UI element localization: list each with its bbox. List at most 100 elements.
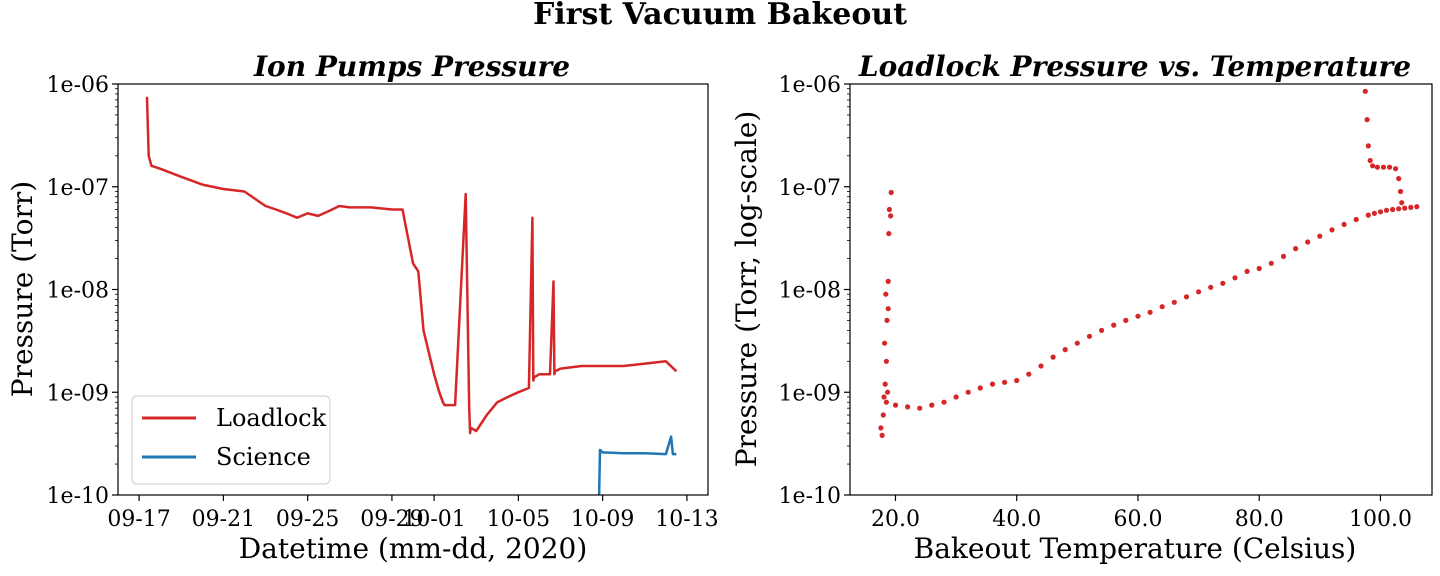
scatter-point (989, 381, 996, 387)
scatter-point (1135, 313, 1141, 319)
scatter-point (1399, 200, 1405, 206)
scatter-point (1208, 284, 1214, 290)
x-tick-label: 10-09 (571, 507, 634, 532)
x-tick-label: 09-21 (192, 507, 255, 532)
scatter-point (1408, 204, 1414, 210)
scatter-point (1371, 210, 1377, 216)
scatter-point (882, 381, 888, 387)
scatter-point (1014, 377, 1020, 384)
scatter-point (953, 394, 959, 400)
scatter-point (1244, 268, 1250, 274)
x-axis-label: Datetime (mm-dd, 2020) (239, 532, 588, 565)
scatter-point (1370, 163, 1376, 169)
x-tick-label: 10-01 (402, 507, 465, 532)
scatter-point (1393, 166, 1399, 172)
axes-frame (849, 83, 1433, 496)
scatter-point (965, 389, 971, 395)
y-tick-label: 1e-07 (779, 176, 841, 201)
scatter-point (1086, 333, 1093, 339)
scatter-point (885, 306, 891, 312)
legend-label-science: Science (216, 443, 311, 471)
scatter-point (917, 405, 923, 411)
scatter-point (1220, 280, 1226, 286)
scatter-point (884, 317, 890, 323)
y-tick-label: 1e-09 (779, 381, 841, 406)
scatter-point (1159, 304, 1165, 310)
scatter-point (1364, 117, 1370, 123)
scatter-point (1038, 363, 1044, 369)
series-line-science (597, 435, 677, 496)
y-tick-label: 1e-08 (779, 279, 841, 304)
scatter-point (1256, 265, 1262, 272)
y-tick-label: 1e-08 (47, 279, 109, 304)
scatter-point (1365, 212, 1371, 218)
x-tick-label: 10-13 (655, 507, 718, 532)
scatter-point (886, 206, 893, 213)
scatter-point (1293, 246, 1299, 252)
x-ticks: 20.0 40.0 60.0 80.0 100.0 (871, 495, 1412, 532)
y-tick-label: 1e-06 (47, 73, 109, 98)
x-tick-label: 09-29 (360, 507, 423, 532)
scatter-point (1329, 227, 1335, 233)
x-tick-label: 40.0 (992, 507, 1041, 532)
scatter-point (1062, 347, 1068, 353)
plot-area (878, 88, 1420, 438)
scatter-point (881, 394, 887, 400)
scatter-point (1183, 294, 1190, 300)
y-tick-label: 1e-06 (779, 73, 841, 98)
x-tick-label: 09-17 (107, 507, 170, 532)
y-ticks: 1e-06 1e-07 1e-08 1e-09 1e-10 (779, 73, 850, 509)
scatter-point (1123, 317, 1129, 323)
scatter-point (1232, 275, 1238, 281)
series-line-loadlock (145, 96, 678, 435)
ion-pumps-pressure-chart: Ion Pumps Pressure 1e-061e-071e-081e-091… (6, 50, 719, 565)
scatter-point (888, 213, 894, 219)
scatter-point (885, 278, 891, 284)
scatter-point (1402, 205, 1408, 211)
figure-suptitle: First Vacuum Bakeout (533, 0, 907, 32)
scatter-point (941, 399, 947, 405)
scatter-point (1317, 233, 1323, 239)
scatter-point (1353, 216, 1359, 223)
scatter-point (1362, 88, 1368, 94)
scatter-point (1074, 340, 1080, 346)
scatter-point (1026, 371, 1032, 377)
scatter-point (1147, 309, 1153, 315)
scatter-point (1387, 164, 1393, 170)
scatter-point (882, 340, 888, 346)
scatter-point (1280, 253, 1287, 259)
x-tick-label: 100.0 (1349, 507, 1412, 532)
scatter-point (883, 358, 890, 364)
scatter-point (879, 432, 885, 438)
scatter-point (1396, 176, 1402, 182)
legend-label-loadlock: Loadlock (216, 404, 327, 432)
scatter-point (883, 399, 890, 405)
scatter-point (1390, 206, 1396, 213)
chart-title: Ion Pumps Pressure (253, 50, 570, 83)
scatter-point (977, 385, 983, 391)
scatter-point (892, 402, 899, 408)
scatter-point (1196, 289, 1202, 295)
scatter-point (1377, 209, 1384, 215)
legend: Loadlock Science (131, 395, 331, 485)
scatter-point (1268, 260, 1274, 266)
x-tick-label: 09-25 (276, 507, 339, 532)
scatter-point (878, 425, 884, 431)
y-tick-label: 1e-09 (47, 381, 109, 406)
x-tick-label: 20.0 (871, 507, 920, 532)
scatter-point (1383, 207, 1390, 213)
y-ticks: 1e-06 1e-07 1e-08 1e-09 1e-10 (47, 73, 118, 509)
x-tick-label: 60.0 (1113, 507, 1162, 532)
x-tick-label: 80.0 (1235, 507, 1284, 532)
scatter-point (1365, 143, 1371, 149)
x-axis-label: Bakeout Temperature (Celsius) (914, 532, 1357, 565)
scatter-point (886, 231, 892, 237)
scatter-point (883, 291, 889, 297)
scatter-point (1050, 354, 1056, 360)
scatter-point (1341, 221, 1347, 227)
loadlock-pressure-vs-temperature-chart: Loadlock Pressure vs. Temperature 1e-061… (730, 50, 1433, 565)
scatter-point (1414, 204, 1420, 210)
scatter-point (888, 189, 894, 196)
scatter-point (905, 404, 911, 410)
